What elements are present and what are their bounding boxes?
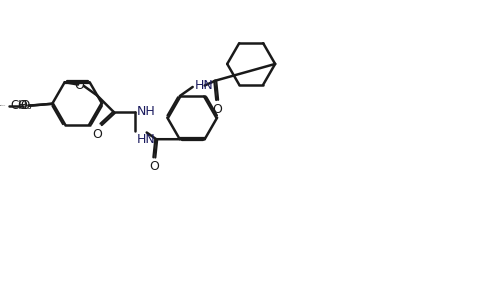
Text: O: O: [212, 103, 222, 116]
Text: O: O: [17, 99, 27, 112]
Text: O: O: [75, 79, 84, 92]
Text: NH: NH: [137, 105, 155, 118]
Text: O: O: [149, 160, 159, 173]
Text: HN: HN: [137, 132, 155, 145]
Text: CH₃: CH₃: [10, 99, 32, 112]
Text: methoxy: methoxy: [0, 105, 6, 106]
Text: O: O: [20, 99, 29, 112]
Text: HN: HN: [195, 79, 213, 92]
Text: O: O: [91, 128, 102, 141]
